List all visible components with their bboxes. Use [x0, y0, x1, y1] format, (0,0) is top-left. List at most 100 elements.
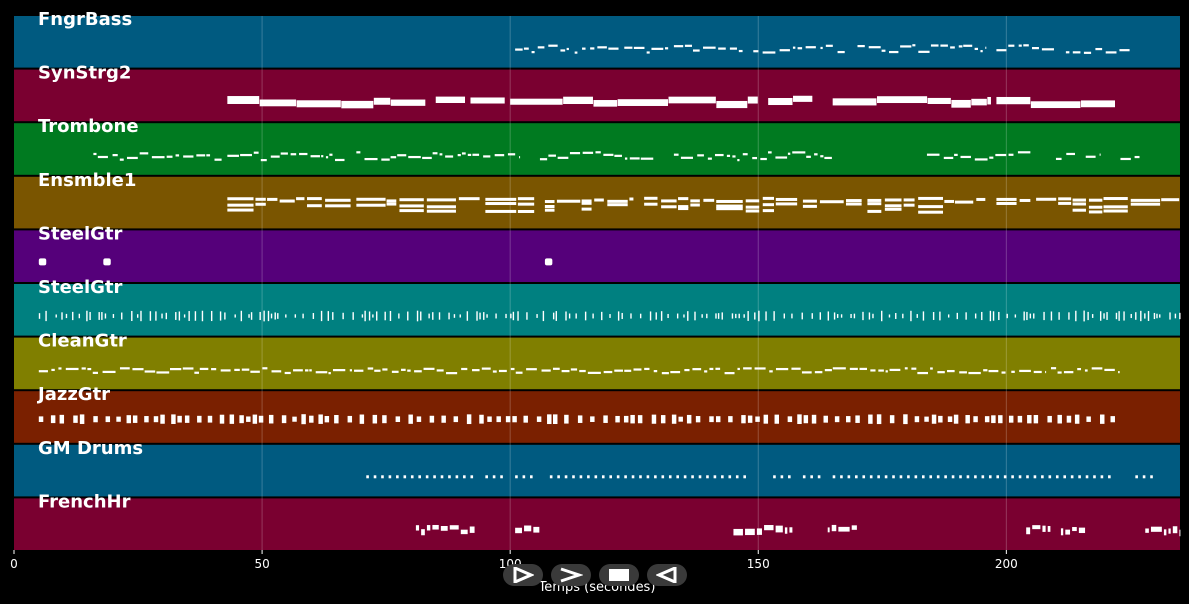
- note: [347, 415, 353, 423]
- note: [1088, 198, 1103, 202]
- note: [900, 45, 912, 48]
- note: [773, 311, 775, 321]
- forward-button[interactable]: [551, 564, 591, 586]
- note: [1065, 529, 1071, 535]
- note: [1043, 311, 1045, 321]
- note: [301, 414, 306, 425]
- note: [745, 209, 760, 213]
- note: [692, 49, 700, 52]
- note: [207, 415, 213, 423]
- note: [492, 370, 497, 373]
- note: [557, 475, 560, 479]
- note: [1066, 415, 1072, 423]
- note: [492, 475, 496, 479]
- note: [1003, 475, 1007, 479]
- note: [321, 155, 324, 158]
- stop-button[interactable]: [599, 564, 639, 586]
- note: [87, 367, 92, 371]
- note: [753, 50, 759, 53]
- note: [483, 155, 491, 158]
- note: [1063, 475, 1066, 479]
- x-tick-label: 150: [747, 557, 770, 571]
- note: [884, 475, 888, 479]
- note: [762, 203, 774, 207]
- note: [806, 155, 811, 158]
- note: [381, 475, 384, 479]
- note: [939, 311, 941, 321]
- note: [916, 314, 918, 318]
- stop-icon: [609, 569, 629, 581]
- note: [973, 416, 978, 423]
- note: [943, 156, 954, 160]
- note: [784, 527, 788, 534]
- note: [673, 153, 679, 156]
- note: [954, 200, 974, 204]
- x-tick-label: 50: [254, 557, 269, 571]
- note: [743, 367, 752, 370]
- note: [112, 314, 115, 318]
- note: [754, 367, 766, 370]
- note: [315, 371, 328, 374]
- note: [709, 367, 714, 371]
- note: [889, 415, 895, 424]
- note: [177, 415, 182, 423]
- note: [1072, 51, 1081, 54]
- note: [974, 158, 988, 161]
- note: [470, 97, 505, 104]
- note: [582, 47, 586, 50]
- note: [862, 475, 866, 479]
- note: [899, 475, 903, 479]
- note: [966, 475, 970, 479]
- note: [1041, 475, 1044, 479]
- note: [1033, 415, 1039, 424]
- note: [58, 367, 62, 370]
- note: [683, 475, 687, 479]
- note: [144, 416, 149, 423]
- note: [479, 414, 484, 424]
- note: [989, 156, 994, 159]
- note: [775, 156, 788, 159]
- note: [884, 198, 902, 202]
- note: [775, 525, 783, 533]
- track-lane: [14, 444, 1180, 497]
- track-lane: [14, 16, 1180, 68]
- note: [876, 414, 882, 425]
- note: [889, 368, 901, 372]
- note: [629, 157, 640, 160]
- note: [1047, 415, 1052, 423]
- note: [981, 311, 983, 321]
- note: [849, 367, 858, 371]
- note: [590, 47, 595, 50]
- rewind-button[interactable]: [647, 564, 687, 586]
- note: [1014, 314, 1017, 318]
- note: [709, 416, 714, 423]
- note: [888, 314, 891, 318]
- note: [840, 314, 843, 318]
- note: [633, 368, 642, 371]
- note: [81, 367, 86, 370]
- note: [853, 313, 856, 319]
- note: [342, 312, 344, 320]
- track-lane: [14, 337, 1180, 390]
- note: [570, 368, 578, 371]
- note: [161, 313, 163, 319]
- play-button[interactable]: [503, 564, 543, 586]
- note: [1068, 312, 1070, 320]
- note: [1055, 475, 1059, 479]
- note: [1088, 210, 1103, 214]
- note: [956, 312, 958, 320]
- note: [810, 475, 813, 479]
- note: [869, 475, 873, 479]
- note: [698, 475, 702, 479]
- note: [334, 158, 345, 162]
- note: [802, 475, 806, 479]
- note: [1115, 312, 1118, 320]
- note: [793, 95, 813, 102]
- note: [846, 199, 862, 203]
- note: [929, 475, 933, 479]
- note: [384, 311, 386, 321]
- note: [1110, 416, 1115, 423]
- note: [457, 154, 461, 157]
- note: [544, 204, 555, 208]
- note: [126, 156, 138, 160]
